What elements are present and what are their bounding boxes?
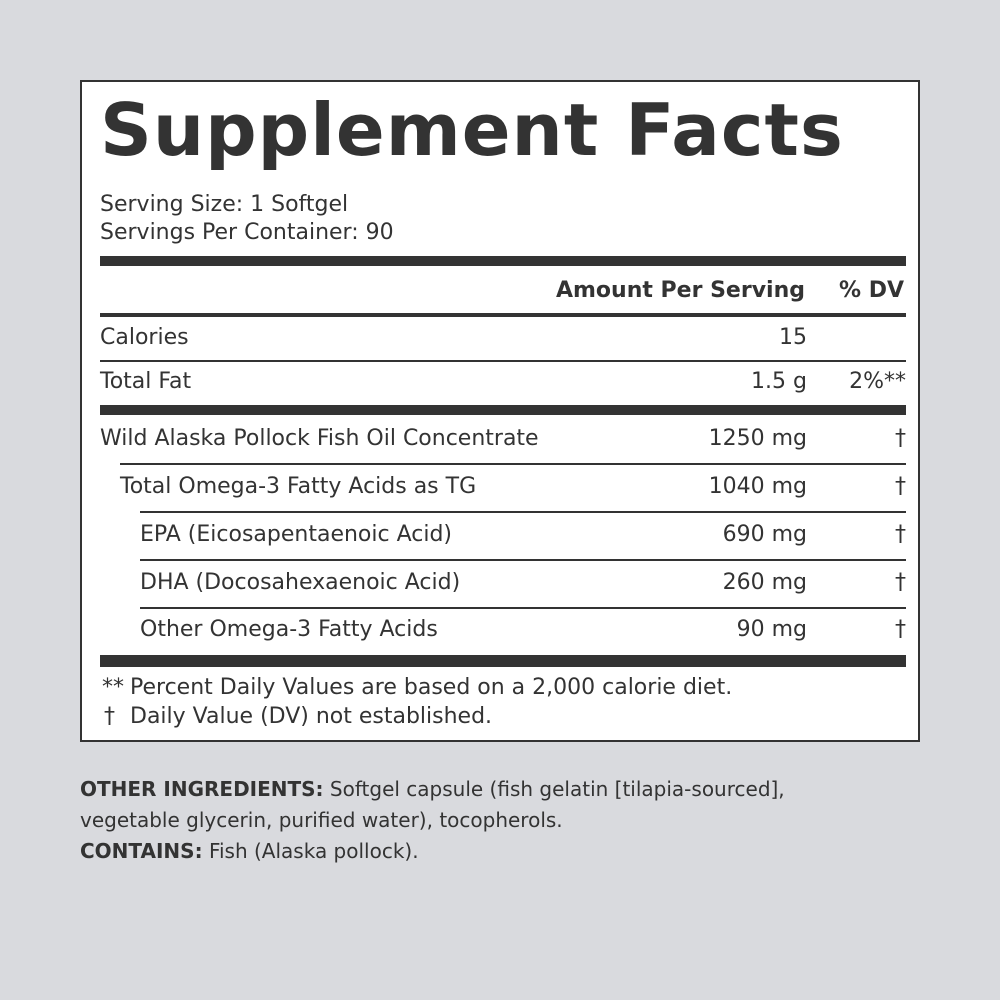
nutrient-name: Wild Alaska Pollock Fish Oil Concentrate — [100, 426, 539, 451]
contains-label: CONTAINS: — [80, 839, 203, 863]
serving-size: Serving Size: 1 Softgel — [100, 192, 349, 217]
nutrient-row: Total Fat 1.5 g 2%** — [100, 362, 906, 405]
dv-header: % DV — [839, 278, 904, 303]
row-rule — [100, 360, 906, 362]
thick-rule — [100, 405, 906, 415]
nutrient-amount: 90 mg — [736, 617, 807, 642]
nutrient-name: EPA (Eicosapentaenoic Acid) — [140, 522, 453, 547]
row-rule — [140, 511, 906, 513]
row-rule — [140, 559, 906, 561]
nutrient-amount: 1.5 g — [751, 369, 807, 394]
nutrient-row: DHA (Docosahexaenoic Acid) 260 mg † — [100, 561, 906, 609]
nutrient-dv: † — [895, 426, 906, 451]
title: Supplement Facts — [100, 88, 844, 172]
nutrient-amount: 1040 mg — [708, 474, 807, 499]
other-ingredients-label: OTHER INGREDIENTS: — [80, 777, 324, 801]
nutrient-name: Total Fat — [100, 369, 192, 394]
nutrient-dv: † — [895, 617, 906, 642]
footnote-text: Percent Daily Values are based on a 2,00… — [130, 675, 733, 700]
nutrient-row: Calories 15 — [100, 316, 906, 362]
nutrient-row: Other Omega-3 Fatty Acids 90 mg † — [100, 609, 906, 655]
nutrient-name: DHA (Docosahexaenoic Acid) — [140, 570, 461, 595]
servings-per-container: Servings Per Container: 90 — [100, 220, 394, 245]
nutrient-amount: 260 mg — [722, 570, 807, 595]
nutrient-amount: 15 — [779, 325, 807, 350]
footnote-text: Daily Value (DV) not established. — [130, 704, 493, 729]
nutrient-name: Other Omega-3 Fatty Acids — [140, 617, 438, 642]
contains: CONTAINS: Fish (Alaska pollock). — [80, 836, 880, 867]
amount-header: Amount Per Serving — [555, 278, 805, 303]
footnote-mark: † — [104, 704, 115, 729]
other-ingredients-text: Softgel capsule (fish gelatin [tilapia-s… — [80, 777, 785, 832]
contains-text: Fish (Alaska pollock). — [208, 839, 419, 863]
nutrient-name: Total Omega-3 Fatty Acids as TG — [120, 474, 477, 499]
supplement-facts-panel: Supplement Facts Serving Size: 1 Softgel… — [80, 80, 920, 742]
rule — [100, 313, 906, 317]
nutrient-amount: 1250 mg — [708, 426, 807, 451]
nutrient-dv: 2%** — [849, 369, 906, 394]
nutrient-dv: † — [895, 522, 906, 547]
nutrient-name: Calories — [100, 325, 189, 350]
other-ingredients: OTHER INGREDIENTS: Softgel capsule (fish… — [80, 774, 880, 836]
thick-rule — [100, 256, 906, 266]
nutrient-row: Wild Alaska Pollock Fish Oil Concentrate… — [100, 417, 906, 465]
nutrient-row: EPA (Eicosapentaenoic Acid) 690 mg † — [100, 513, 906, 561]
row-rule — [140, 607, 906, 609]
footnote-mark: ** — [102, 675, 124, 700]
thick-rule — [100, 655, 906, 667]
row-rule — [120, 463, 906, 465]
nutrient-dv: † — [895, 570, 906, 595]
nutrient-dv: † — [895, 474, 906, 499]
nutrient-amount: 690 mg — [722, 522, 807, 547]
nutrient-row: Total Omega-3 Fatty Acids as TG 1040 mg … — [100, 465, 906, 513]
